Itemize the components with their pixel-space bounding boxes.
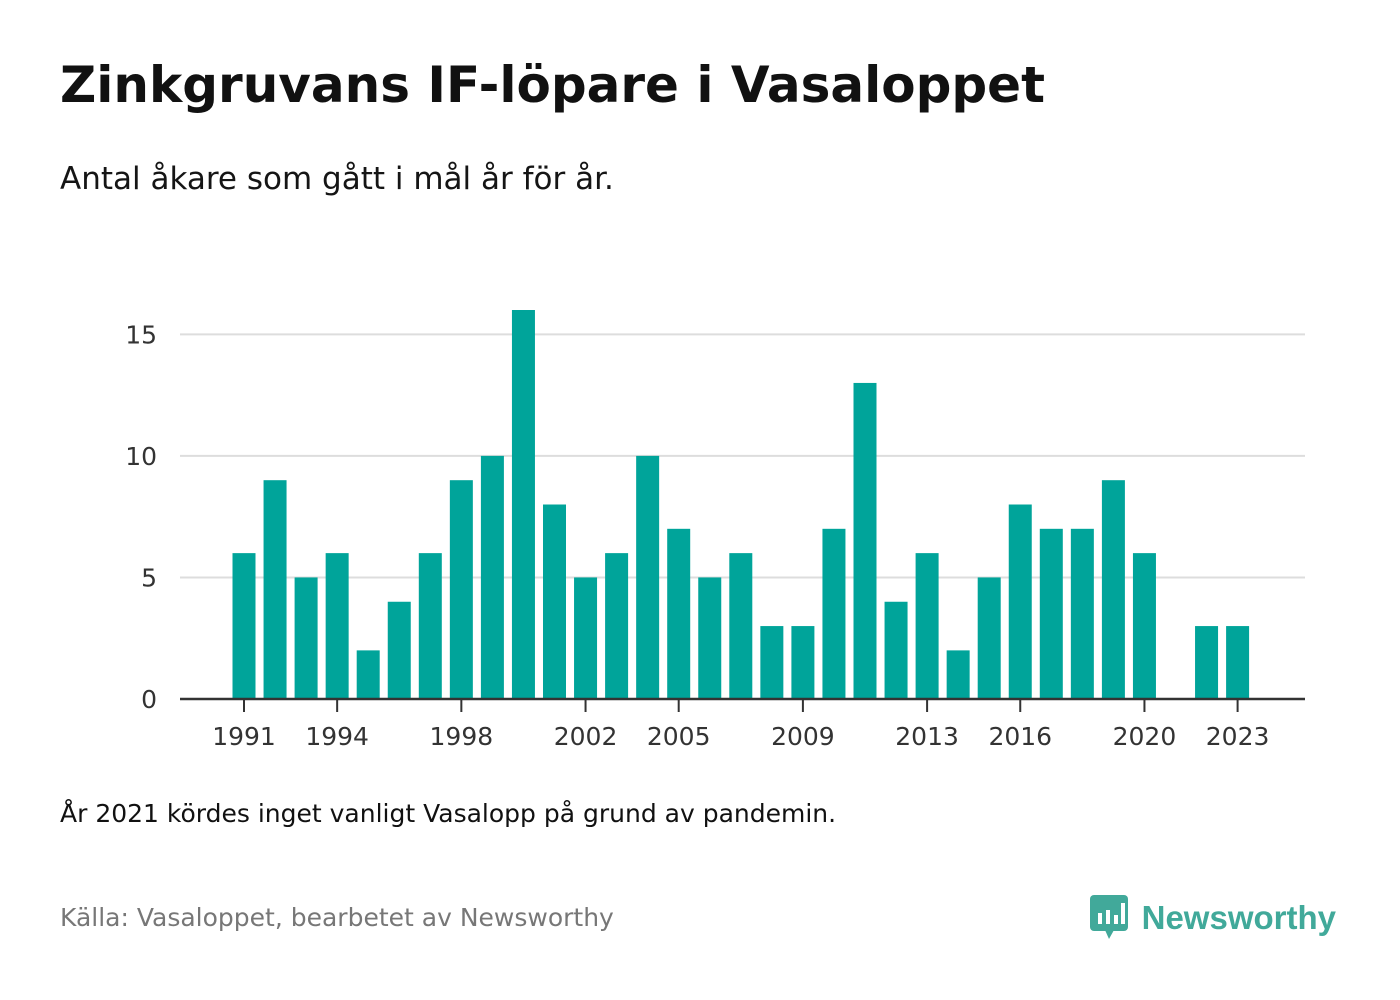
bar-2000 [511, 310, 535, 699]
bar-1997 [418, 553, 442, 699]
x-tick-label-2005: 2005 [647, 722, 711, 751]
y-tick-label-10: 10 [125, 442, 157, 471]
bar-2013 [915, 553, 939, 699]
bar-2005 [667, 528, 691, 699]
bar-2020 [1132, 553, 1156, 699]
logo-bubble-tail [1104, 930, 1114, 939]
chart-title: Zinkgruvans IF-löpare i Vasaloppet [60, 56, 1045, 114]
brand-name: Newsworthy [1141, 898, 1336, 936]
bar-2014 [946, 650, 970, 699]
bar-1999 [480, 455, 504, 699]
bar-2022 [1195, 626, 1219, 699]
axis-layer [180, 697, 1305, 712]
bar-2019 [1101, 480, 1125, 699]
bar-2001 [543, 504, 566, 699]
grid-layer [180, 333, 1305, 579]
x-tick-label-1998: 1998 [430, 722, 494, 751]
bar-1996 [387, 601, 411, 699]
x-tick-label-2013: 2013 [895, 722, 959, 751]
bar-2004 [636, 455, 660, 699]
x-tick-label-2009: 2009 [771, 722, 835, 751]
bar-1998 [449, 480, 473, 699]
logo-bar-4 [1120, 903, 1125, 924]
y-tick-label-5: 5 [141, 563, 157, 592]
bar-2017 [1039, 528, 1063, 699]
bar-2023 [1226, 626, 1250, 699]
bar-2016 [1008, 504, 1032, 699]
bar-2007 [729, 553, 753, 699]
x-tick-label-2016: 2016 [988, 722, 1052, 751]
bar-2012 [884, 601, 908, 699]
footnote: År 2021 kördes inget vanligt Vasalopp på… [60, 799, 837, 828]
logo-bar-3 [1113, 915, 1118, 924]
x-tick-label-1994: 1994 [305, 722, 369, 751]
bar-1992 [263, 480, 287, 699]
x-tick-label-1991: 1991 [212, 722, 276, 751]
bar-2006 [698, 577, 722, 699]
bar-1991 [232, 553, 256, 699]
label-layer: 0 5 10 15 1991 1994 1998 2002 2005 2009 2013 2016 20… [125, 320, 1269, 751]
bar-layer [232, 310, 1250, 699]
bar-1995 [356, 650, 380, 699]
bar-2018 [1070, 528, 1094, 699]
bar-2003 [605, 553, 629, 699]
x-tick-label-2002: 2002 [554, 722, 618, 751]
bar-2008 [760, 626, 784, 699]
source-note: Källa: Vasaloppet, bearbetet av Newswort… [60, 903, 614, 932]
bar-1993 [294, 577, 318, 699]
bar-2010 [822, 528, 846, 699]
chart-subtitle: Antal åkare som gått i mål år för år. [60, 161, 614, 197]
bar-2009 [791, 626, 815, 699]
logo-bar-2 [1105, 910, 1110, 924]
bar-chart-speech-bubble-icon [1089, 895, 1128, 939]
y-tick-label-0: 0 [141, 685, 157, 714]
x-tick-label-2020: 2020 [1113, 722, 1177, 751]
bar-1994 [325, 553, 349, 699]
bar-2015 [977, 577, 1001, 699]
logo-bar-1 [1097, 913, 1102, 924]
y-tick-label-15: 15 [125, 320, 157, 349]
newsworthy-brand: Newsworthy [1088, 893, 1336, 941]
bar-2011 [853, 382, 877, 699]
bar-2002 [574, 577, 598, 699]
x-tick-label-2023: 2023 [1206, 722, 1270, 751]
